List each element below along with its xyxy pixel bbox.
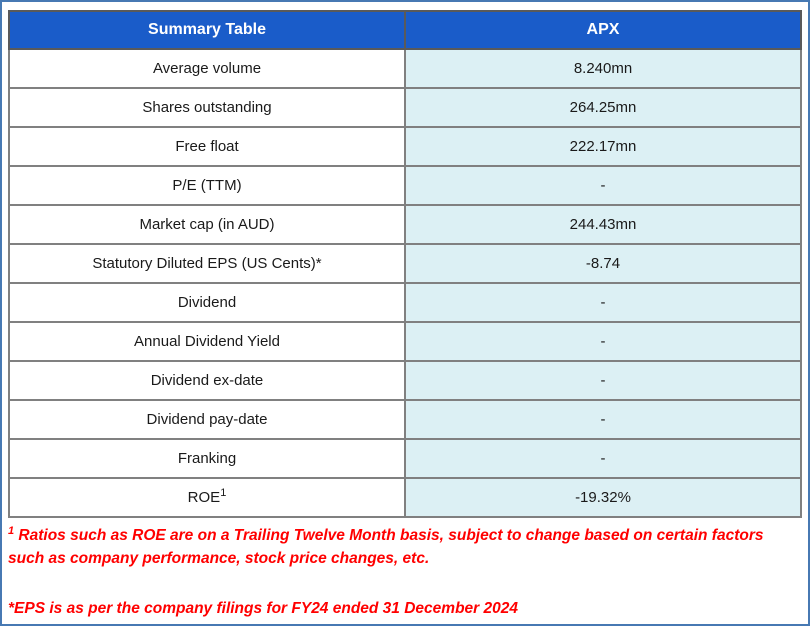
table-row: Free float 222.17mn (8, 126, 802, 167)
metric-label-roe: ROE1 (8, 477, 406, 518)
roe-footnote-marker: 1 (220, 487, 227, 499)
table-row: P/E (TTM) - (8, 165, 802, 206)
table-row: Statutory Diluted EPS (US Cents)* -8.74 (8, 243, 802, 284)
metric-value-shares-outstanding: 264.25mn (404, 87, 802, 128)
metric-label-shares-outstanding: Shares outstanding (8, 87, 406, 128)
metric-value-pe-ttm: - (404, 165, 802, 206)
metric-value-roe: -19.32% (404, 477, 802, 518)
metric-label-diluted-eps: Statutory Diluted EPS (US Cents)* (8, 243, 406, 284)
footnote-1-text: Ratios such as ROE are on a Trailing Twe… (8, 527, 764, 568)
summary-table-header: Summary Table (8, 10, 406, 50)
metric-value-market-cap: 244.43mn (404, 204, 802, 245)
metric-value-diluted-eps: -8.74 (404, 243, 802, 284)
metric-label-dividend-ex-date: Dividend ex-date (8, 360, 406, 401)
metric-label-annual-dividend-yield: Annual Dividend Yield (8, 321, 406, 362)
table-row: Dividend ex-date - (8, 360, 802, 401)
table-header-row: Summary Table APX (8, 10, 802, 50)
roe-label-text: ROE (187, 489, 221, 506)
table-row: Dividend - (8, 282, 802, 323)
table-row: Annual Dividend Yield - (8, 321, 802, 362)
metric-label-average-volume: Average volume (8, 48, 406, 89)
table-row: Shares outstanding 264.25mn (8, 87, 802, 128)
metric-label-market-cap: Market cap (in AUD) (8, 204, 406, 245)
metric-value-dividend-pay-date: - (404, 399, 802, 440)
metric-value-dividend-ex-date: - (404, 360, 802, 401)
metric-value-franking: - (404, 438, 802, 479)
metric-label-pe-ttm: P/E (TTM) (8, 165, 406, 206)
footnote-roe-basis: 1 Ratios such as ROE are on a Trailing T… (8, 524, 802, 571)
footnotes-section: 1 Ratios such as ROE are on a Trailing T… (8, 524, 802, 620)
metric-value-annual-dividend-yield: - (404, 321, 802, 362)
footnote-eps-filing: *EPS is as per the company filings for F… (8, 599, 518, 617)
table-row: Average volume 8.240mn (8, 48, 802, 89)
metric-label-dividend: Dividend (8, 282, 406, 323)
table-row: Franking - (8, 438, 802, 479)
metric-label-franking: Franking (8, 438, 406, 479)
table-row: ROE1 -19.32% (8, 477, 802, 518)
table-row: Market cap (in AUD) 244.43mn (8, 204, 802, 245)
table-row: Dividend pay-date - (8, 399, 802, 440)
apx-column-header: APX (404, 10, 802, 50)
footnote-1-marker: 1 (8, 524, 15, 537)
metric-label-dividend-pay-date: Dividend pay-date (8, 399, 406, 440)
summary-table: Summary Table APX Average volume 8.240mn… (8, 10, 802, 518)
metric-value-dividend: - (404, 282, 802, 323)
metric-label-free-float: Free float (8, 126, 406, 167)
metric-value-average-volume: 8.240mn (404, 48, 802, 89)
metric-value-free-float: 222.17mn (404, 126, 802, 167)
